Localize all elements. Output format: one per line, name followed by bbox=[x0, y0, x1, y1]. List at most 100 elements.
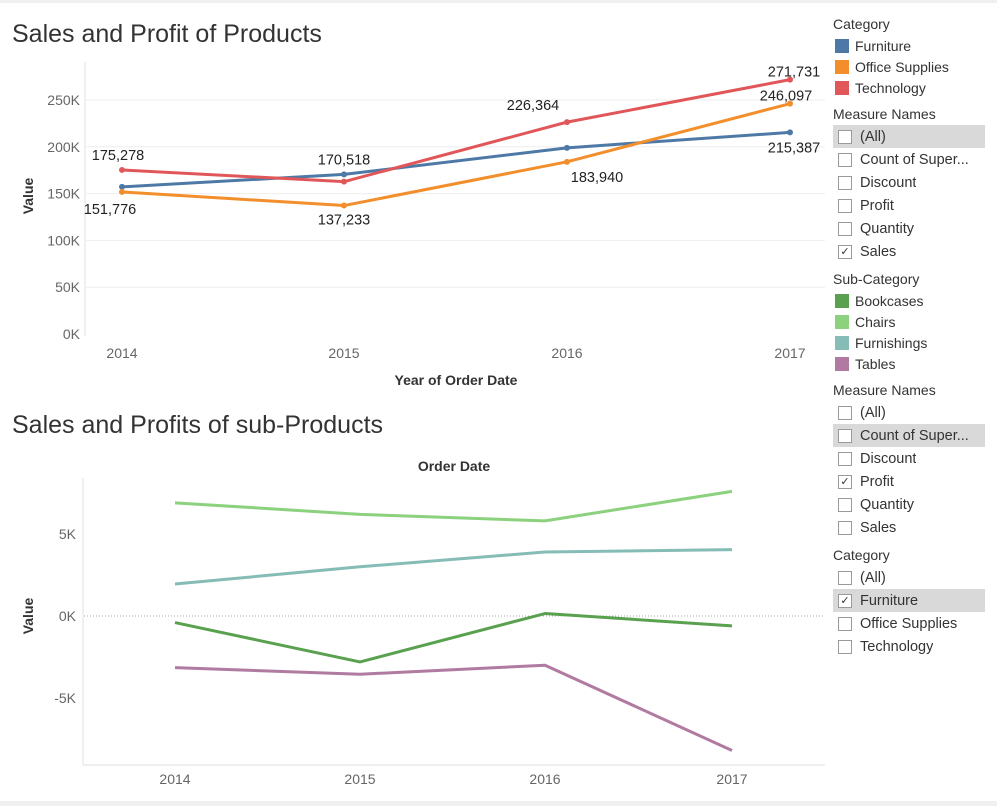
checkbox-checked-icon[interactable]: ✓ bbox=[838, 593, 852, 608]
filter-option-count-of-super[interactable]: Count of Super... bbox=[833, 148, 985, 171]
data-label-technology: 226,364 bbox=[507, 98, 559, 114]
y-tick-label: -5K bbox=[54, 690, 76, 706]
x-tick-label: 2016 bbox=[551, 345, 582, 361]
x-tick-label: 2017 bbox=[774, 345, 805, 361]
checkbox-unchecked-icon[interactable] bbox=[838, 616, 852, 631]
filter-option-label: Furniture bbox=[860, 592, 919, 609]
filter-option-label: Office Supplies bbox=[860, 615, 958, 632]
chart-title-sub-products: Sales and Profits of sub-Products bbox=[12, 411, 384, 439]
data-label-office-supplies: 246,097 bbox=[760, 89, 812, 105]
data-point-furniture bbox=[341, 171, 347, 178]
legend-title-sub-category: Sub-Category bbox=[833, 271, 920, 287]
filter-option-label: (All) bbox=[860, 128, 886, 145]
filter-option-sales[interactable]: ✓ Sales bbox=[833, 240, 985, 263]
legend-item-tables[interactable]: Tables bbox=[833, 353, 985, 374]
series-line-bookcases bbox=[174, 612, 733, 664]
filter-option-label: Sales bbox=[860, 243, 897, 260]
legend-item-bookcases[interactable]: Bookcases bbox=[833, 290, 985, 311]
data-point-technology bbox=[787, 76, 793, 83]
checkbox-unchecked-icon[interactable] bbox=[838, 221, 852, 236]
filter-option-label: (All) bbox=[860, 404, 886, 421]
filter-option-label: Sales bbox=[860, 519, 897, 536]
checkbox-unchecked-icon[interactable] bbox=[838, 198, 852, 213]
x-tick-label: 2015 bbox=[344, 771, 375, 787]
x-axis-title-products: Year of Order Date bbox=[394, 372, 518, 388]
legend-label: Furnishings bbox=[855, 334, 928, 351]
checkbox-unchecked-icon[interactable] bbox=[838, 639, 852, 654]
legend-swatch bbox=[835, 38, 849, 53]
category-legend: Furniture Office Supplies Technology bbox=[833, 35, 985, 98]
filter-option-discount[interactable]: Discount bbox=[833, 171, 985, 194]
checkbox-unchecked-icon[interactable] bbox=[838, 152, 852, 167]
legend-item-chairs[interactable]: Chairs bbox=[833, 311, 985, 332]
bottom-border bbox=[0, 801, 997, 806]
filter-option-profit[interactable]: Profit bbox=[833, 194, 985, 217]
checkbox-unchecked-icon[interactable] bbox=[838, 428, 852, 443]
checkbox-checked-icon[interactable]: ✓ bbox=[838, 244, 852, 259]
checkbox-unchecked-icon[interactable] bbox=[838, 451, 852, 466]
filter-option-technology[interactable]: Technology bbox=[833, 635, 985, 658]
legend-item-office-supplies[interactable]: Office Supplies bbox=[833, 56, 985, 77]
legend-item-furnishings[interactable]: Furnishings bbox=[833, 332, 985, 353]
filter-option-quantity[interactable]: Quantity bbox=[833, 493, 985, 516]
checkbox-unchecked-icon[interactable] bbox=[838, 497, 852, 512]
filter-title-measure-names-2: Measure Names bbox=[833, 382, 936, 398]
filter-option-all[interactable]: (All) bbox=[833, 401, 985, 424]
measure-names-filter-2: (All) Count of Super... Discount ✓ Profit Qua… bbox=[833, 401, 985, 539]
filter-option-label: Discount bbox=[860, 450, 917, 467]
category-filter: (All) ✓ Furniture Office Supplies Technology bbox=[833, 566, 985, 658]
checkbox-checked-icon[interactable]: ✓ bbox=[838, 474, 852, 489]
series-line-tables bbox=[174, 663, 733, 752]
chart-sales-profit-products: 0K 50K 100K 150K 200K 250K 2014 2015 2016 2017 170… bbox=[47, 62, 825, 361]
filter-option-discount[interactable]: Discount bbox=[833, 447, 985, 470]
series-line-furniture bbox=[121, 130, 791, 189]
filter-option-count-of-super[interactable]: Count of Super... bbox=[833, 424, 985, 447]
filter-option-label: Profit bbox=[860, 197, 894, 214]
data-point-technology bbox=[119, 166, 125, 173]
filter-option-sales[interactable]: Sales bbox=[833, 516, 985, 539]
column-header-order-date: Order Date bbox=[417, 458, 491, 474]
filter-title-category: Category bbox=[833, 547, 890, 563]
data-point-office-supplies bbox=[119, 188, 125, 195]
filter-option-label: Quantity bbox=[860, 220, 914, 237]
series-line-office-supplies bbox=[121, 102, 791, 208]
filter-option-profit[interactable]: ✓ Profit bbox=[833, 470, 985, 493]
top-border bbox=[0, 0, 997, 3]
filter-title-measure-names: Measure Names bbox=[833, 106, 936, 122]
series-line-chairs bbox=[174, 489, 733, 523]
y-tick-label: 0K bbox=[63, 326, 81, 342]
measure-names-filter: (All) Count of Super... Discount Profit Quan… bbox=[833, 125, 985, 263]
data-point-technology bbox=[564, 119, 570, 126]
filter-option-quantity[interactable]: Quantity bbox=[833, 217, 985, 240]
filter-option-label: Technology bbox=[860, 638, 934, 655]
checkbox-unchecked-icon[interactable] bbox=[838, 405, 852, 420]
data-label-technology: 271,731 bbox=[768, 65, 820, 81]
data-label-office-supplies: 151,776 bbox=[84, 202, 136, 218]
legend-item-technology[interactable]: Technology bbox=[833, 77, 985, 98]
legend-label: Chairs bbox=[855, 313, 896, 330]
filter-option-label: (All) bbox=[860, 569, 886, 586]
x-tick-label: 2014 bbox=[106, 345, 137, 361]
checkbox-unchecked-icon[interactable] bbox=[838, 570, 852, 585]
x-tick-label: 2017 bbox=[716, 771, 747, 787]
series-line-furnishings bbox=[174, 548, 733, 586]
legend-label: Furniture bbox=[855, 37, 912, 54]
data-point-furniture bbox=[564, 144, 570, 151]
y-tick-label: 150K bbox=[47, 186, 80, 202]
checkbox-unchecked-icon[interactable] bbox=[838, 129, 852, 144]
data-point-office-supplies bbox=[341, 202, 347, 209]
filter-option-all[interactable]: (All) bbox=[833, 125, 985, 148]
data-label-office-supplies: 137,233 bbox=[318, 213, 370, 229]
filter-option-all[interactable]: (All) bbox=[833, 566, 985, 589]
legend-swatch bbox=[835, 356, 849, 371]
legend-item-furniture[interactable]: Furniture bbox=[833, 35, 985, 56]
data-label-furniture: 215,387 bbox=[768, 140, 820, 156]
legend-swatch bbox=[835, 335, 849, 350]
filter-option-office-supplies[interactable]: Office Supplies bbox=[833, 612, 985, 635]
legend-swatch bbox=[835, 59, 849, 74]
checkbox-unchecked-icon[interactable] bbox=[838, 175, 852, 190]
filter-option-label: Profit bbox=[860, 473, 894, 490]
data-label-technology: 175,278 bbox=[92, 148, 144, 164]
filter-option-furniture[interactable]: ✓ Furniture bbox=[833, 589, 985, 612]
checkbox-unchecked-icon[interactable] bbox=[838, 520, 852, 535]
